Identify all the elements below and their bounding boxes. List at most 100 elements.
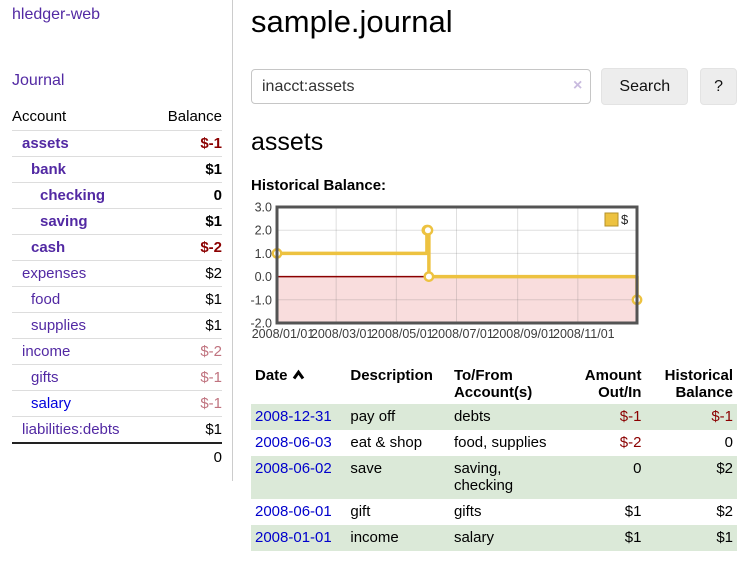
help-button[interactable]: ? xyxy=(700,68,737,105)
account-balance: $-2 xyxy=(151,338,222,365)
account-row: food $1 xyxy=(12,286,222,313)
sidebar-nav: Journal xyxy=(12,72,222,90)
account-balance: $-1 xyxy=(151,364,222,391)
register-description: income xyxy=(346,525,450,551)
account-balance: $-2 xyxy=(151,234,222,261)
y-tick-label: 1.0 xyxy=(255,247,272,261)
register-date-link[interactable]: 2008-12-31 xyxy=(255,408,332,425)
account-link[interactable]: food xyxy=(31,291,61,308)
spacer xyxy=(12,442,152,471)
date-col-header[interactable]: Date xyxy=(251,364,346,404)
account-link[interactable]: bank xyxy=(31,161,67,178)
x-tick-label: 2008/03/01 xyxy=(311,327,374,341)
register-row: 2008-01-01 income salary $1 $1 xyxy=(251,525,737,551)
account-balance: 0 xyxy=(151,182,222,209)
account-balance: $-1 xyxy=(151,390,222,417)
register-description: save xyxy=(346,456,450,499)
account-balance: $-1 xyxy=(151,130,222,157)
register-balance: $-1 xyxy=(645,404,737,430)
data-point-marker xyxy=(423,271,435,283)
historical-balance-label: Historical Balance: xyxy=(251,177,387,194)
amount-col-header: Amount Out/In xyxy=(584,367,642,401)
account-balance: $1 xyxy=(151,312,222,339)
account-row: assets $-1 xyxy=(12,130,222,157)
sidebar: hledger-web Journal Account Balance asse… xyxy=(0,0,233,481)
balance-col-header: Historical Balance xyxy=(664,367,733,401)
register-balance: $2 xyxy=(645,456,737,499)
register-row: 2008-12-31 pay off debts $-1 $-1 xyxy=(251,404,737,430)
register-row: 2008-06-02 save saving, checking 0 $2 xyxy=(251,456,737,499)
historical-balance-chart: $3.0 2.0 1.0 0.0 -1.0 -2.0 2008/01/01 2008/03/0… xyxy=(250,200,737,348)
register-description: pay off xyxy=(346,404,450,430)
account-link[interactable]: cash xyxy=(31,239,66,256)
register-date-link[interactable]: 2008-06-02 xyxy=(255,460,332,477)
account-link[interactable]: salary xyxy=(31,395,72,412)
description-col-header: Description xyxy=(350,367,433,384)
y-tick-label: -1.0 xyxy=(251,293,272,307)
register-amount: $1 xyxy=(624,503,642,520)
account-row: gifts $-1 xyxy=(12,364,222,391)
account-link[interactable]: assets xyxy=(22,135,69,152)
clear-search-icon[interactable]: × xyxy=(573,77,583,94)
account-link[interactable]: liabilities:debts xyxy=(22,421,120,438)
accounts-col-header: Account xyxy=(12,104,152,131)
search-bar: × Search ? xyxy=(251,68,737,105)
account-link[interactable]: expenses xyxy=(22,265,87,282)
plot-border xyxy=(275,205,639,325)
accounts-total-value: 0 xyxy=(151,442,222,471)
account-row: cash $-2 xyxy=(12,234,222,261)
register-amount: 0 xyxy=(561,456,646,499)
register-balance: $1 xyxy=(645,525,737,551)
search-button[interactable]: Search xyxy=(601,68,689,105)
account-row: saving $1 xyxy=(12,208,222,235)
register-accounts: debts xyxy=(449,404,562,430)
account-link[interactable]: income xyxy=(22,343,71,360)
account-balance: $1 xyxy=(151,416,222,444)
register-row: 2008-06-01 gift gifts $1 $2 xyxy=(251,499,737,525)
page-title: sample.journal xyxy=(251,4,453,39)
y-tick-label: 3.0 xyxy=(255,201,272,215)
x-tick-label: 2008/07/01 xyxy=(431,327,494,341)
account-link[interactable]: supplies xyxy=(31,317,87,334)
account-link[interactable]: gifts xyxy=(31,369,59,386)
account-balance: $1 xyxy=(151,208,222,235)
account-row: salary $-1 xyxy=(12,390,222,417)
register-row: 2008-06-03 eat & shop food, supplies $-2 0 xyxy=(251,430,737,456)
balance-col-header: Balance xyxy=(151,104,222,131)
register-accounts: gifts xyxy=(453,503,482,520)
register-description: gift xyxy=(350,503,371,520)
x-tick-label: 2008/09/01 xyxy=(492,327,555,341)
journal-nav-link[interactable]: Journal xyxy=(12,72,65,89)
account-row: income $-2 xyxy=(12,338,222,365)
account-link[interactable]: checking xyxy=(40,187,106,204)
register-date-link[interactable]: 2008-01-01 xyxy=(255,529,332,546)
account-link[interactable]: saving xyxy=(40,213,88,230)
chart-svg: $3.0 2.0 1.0 0.0 -1.0 -2.02008/01/012008/03/0… xyxy=(250,201,643,341)
app-title-link[interactable]: hledger-web xyxy=(12,6,101,23)
account-row: bank $1 xyxy=(12,156,222,183)
register-date-link[interactable]: 2008-06-01 xyxy=(255,503,332,520)
app-window: hledger-web Journal Account Balance asse… xyxy=(0,0,742,563)
register-amount: $-1 xyxy=(561,404,646,430)
register-description: eat & shop xyxy=(350,434,423,451)
x-tick-label: 2008/01/01 xyxy=(252,327,315,341)
register-amount: $-2 xyxy=(619,434,642,451)
main-content: sample.journal × Search ? assets Histori… xyxy=(233,0,742,563)
register-date-link[interactable]: 2008-06-03 xyxy=(255,434,332,451)
accounts-col-header: To/From Account(s) xyxy=(453,367,533,401)
y-tick-label: 2.0 xyxy=(255,224,272,238)
account-row: supplies $1 xyxy=(12,312,222,339)
x-tick-label: 2008/05/01 xyxy=(371,327,434,341)
y-tick-label: -2.0 xyxy=(251,317,272,331)
app-brand: hledger-web xyxy=(12,6,222,24)
register-amount: $1 xyxy=(561,525,646,551)
account-balance: $1 xyxy=(151,156,222,183)
search-input[interactable] xyxy=(251,69,592,104)
register-balance: 0 xyxy=(724,434,733,451)
y-tick-label: 0.0 xyxy=(255,270,272,284)
register-accounts: food, supplies xyxy=(453,434,547,451)
legend-swatch xyxy=(604,212,619,227)
account-row: liabilities:debts $1 xyxy=(12,416,222,444)
data-point-marker xyxy=(422,224,434,236)
accounts-table: Account Balance assets $-1 bank $1 checking 0… xyxy=(12,104,222,471)
